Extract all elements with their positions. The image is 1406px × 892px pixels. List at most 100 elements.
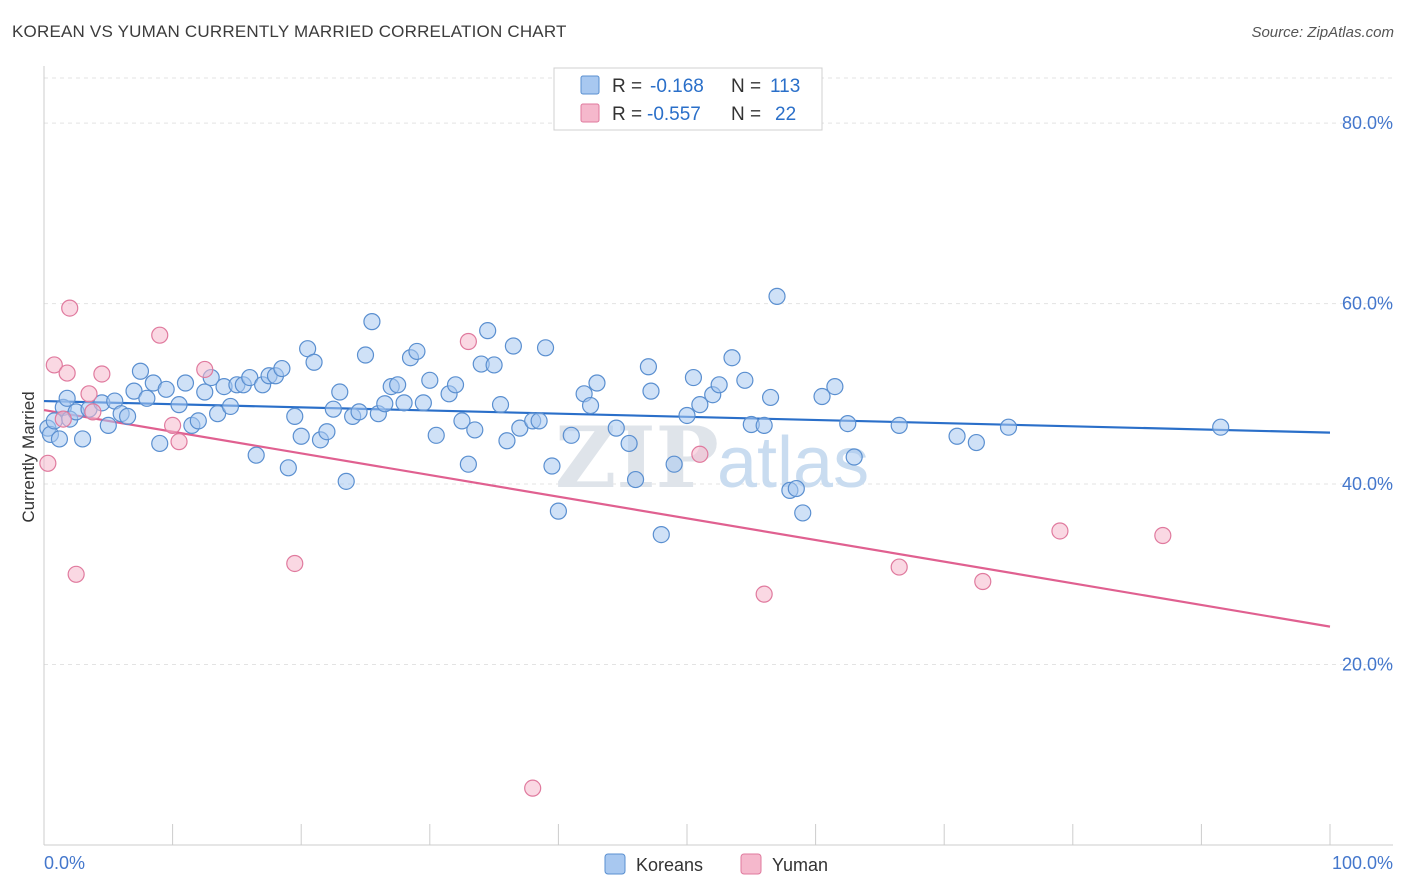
korean-point-96 xyxy=(736,371,754,389)
legend-n-value-yuman: 22 xyxy=(775,104,796,125)
korean-point-100 xyxy=(768,287,786,305)
yuman-point-1 xyxy=(45,356,63,374)
korean-point-50 xyxy=(356,346,375,364)
korean-point-21 xyxy=(170,396,188,414)
legend-swatch-yuman xyxy=(580,103,600,123)
korean-point-64 xyxy=(453,412,471,430)
yuman-point-14 xyxy=(459,332,477,351)
yuman-point-18 xyxy=(890,558,908,576)
korean-point-14 xyxy=(118,407,137,425)
x-tick-label-0: 0.0% xyxy=(44,853,85,873)
korean-point-108 xyxy=(890,416,908,435)
korean-point-102 xyxy=(787,479,805,498)
yuman-point-2 xyxy=(54,410,72,428)
korean-point-68 xyxy=(479,322,497,340)
bottom-legend: Koreans Yuman xyxy=(604,853,828,875)
korean-point-83 xyxy=(607,419,625,437)
yuman-point-12 xyxy=(196,360,214,379)
korean-point-29 xyxy=(221,397,240,416)
yuman-point-7 xyxy=(84,403,102,421)
legend-r-label-koreans: R = xyxy=(612,76,642,97)
yuman-point-4 xyxy=(61,299,79,317)
yuman-point-5 xyxy=(67,565,85,583)
korean-point-81 xyxy=(581,396,600,415)
korean-point-55 xyxy=(389,376,407,394)
yuman-trend-line xyxy=(43,408,1331,628)
korean-point-38 xyxy=(279,459,297,477)
korean-point-32 xyxy=(241,368,259,387)
yuman-point-19 xyxy=(974,572,992,591)
y-axis-label: Currently Married xyxy=(19,391,38,522)
legend-n-label-koreans: N = xyxy=(731,76,761,97)
legend-r-label-yuman: R = xyxy=(612,104,642,125)
korean-point-49 xyxy=(350,403,368,421)
korean-point-60 xyxy=(421,371,439,389)
y-tick-label-0: 20.0% xyxy=(1342,655,1393,675)
korean-point-90 xyxy=(678,406,696,425)
korean-point-33 xyxy=(247,446,265,464)
korean-point-103 xyxy=(794,504,812,522)
korean-point-77 xyxy=(543,457,561,475)
tick-labels: 20.0% 40.0% 60.0% 80.0% 0.0% 100.0% xyxy=(44,113,1393,873)
korean-point-39 xyxy=(286,407,304,425)
korean-point-47 xyxy=(337,472,355,490)
korean-point-111 xyxy=(999,418,1018,436)
korean-point-86 xyxy=(639,358,658,376)
korean-point-69 xyxy=(485,356,503,374)
korean-point-76 xyxy=(536,339,555,357)
korean-point-75 xyxy=(530,412,548,430)
korean-point-15 xyxy=(125,382,143,400)
yuman-point-9 xyxy=(151,326,169,344)
korean-point-104 xyxy=(813,387,831,406)
korean-point-72 xyxy=(504,337,522,355)
korean-point-53 xyxy=(376,395,394,413)
legend-n-label-yuman: N = xyxy=(731,104,761,125)
korean-point-99 xyxy=(761,388,780,407)
y-tick-label-2: 60.0% xyxy=(1342,294,1393,314)
legend-r-value-yuman: -0.557 xyxy=(647,104,701,125)
bottom-legend-label-yuman: Yuman xyxy=(772,855,828,875)
korean-point-20 xyxy=(157,380,175,398)
korean-point-19 xyxy=(151,434,169,453)
yuman-point-20 xyxy=(1051,522,1069,540)
data-points xyxy=(39,287,1230,797)
yuman-point-0 xyxy=(39,454,57,472)
korean-point-45 xyxy=(324,400,342,418)
legend-r-value-koreans: -0.168 xyxy=(650,76,704,97)
bottom-legend-label-koreans: Koreans xyxy=(636,855,703,875)
korean-point-112 xyxy=(1212,418,1230,436)
korean-point-16 xyxy=(131,362,150,380)
korean-point-63 xyxy=(446,376,465,394)
yuman-point-8 xyxy=(93,365,111,383)
legend-box: R = -0.168 N = 113 R = -0.557 N = 22 xyxy=(553,67,823,131)
korean-point-65 xyxy=(459,455,477,473)
korean-point-94 xyxy=(710,376,728,394)
yuman-point-6 xyxy=(80,385,98,403)
korean-point-79 xyxy=(562,426,580,444)
korean-point-27 xyxy=(209,405,227,423)
korean-point-71 xyxy=(498,432,516,450)
korean-point-92 xyxy=(691,396,709,414)
korean-point-42 xyxy=(305,353,323,371)
chart-title: KOREAN VS YUMAN CURRENTLY MARRIED CORREL… xyxy=(12,22,567,41)
korean-point-78 xyxy=(549,502,568,520)
korean-point-70 xyxy=(491,396,510,414)
korean-point-40 xyxy=(292,427,310,445)
yuman-point-15 xyxy=(524,779,542,797)
korean-point-25 xyxy=(196,383,214,401)
korean-point-84 xyxy=(620,434,638,453)
korean-point-66 xyxy=(466,421,484,439)
y-tick-label-3: 80.0% xyxy=(1342,113,1393,133)
korean-point-61 xyxy=(427,426,445,444)
korean-point-24 xyxy=(189,412,207,430)
korean-point-56 xyxy=(395,394,413,412)
watermark: ZIP atlas xyxy=(555,408,869,507)
korean-point-105 xyxy=(826,378,844,396)
legend-n-value-koreans: 113 xyxy=(770,76,800,97)
yuman-point-11 xyxy=(170,433,188,451)
legend-swatch-koreans xyxy=(580,75,600,95)
yuman-point-10 xyxy=(164,416,182,435)
korean-point-88 xyxy=(652,525,670,544)
korean-point-46 xyxy=(331,383,349,401)
